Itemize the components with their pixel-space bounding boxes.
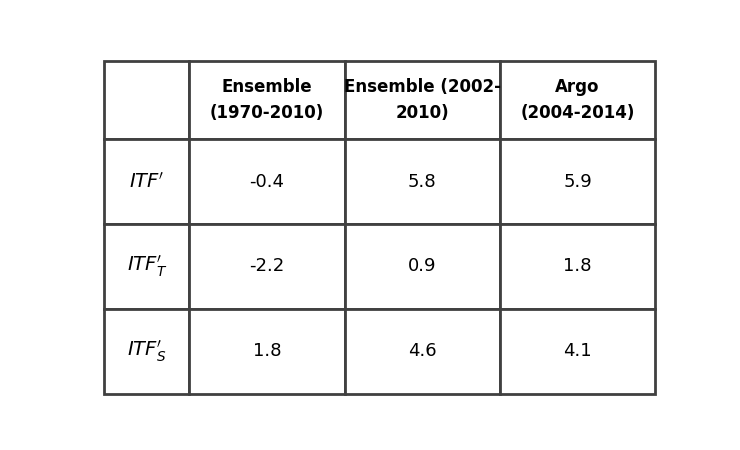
Text: 5.8: 5.8 — [408, 172, 437, 190]
Bar — [189, 224, 345, 309]
Text: $\mathbf{\mathit{ITF}}'$: $\mathbf{\mathit{ITF}}'$ — [130, 171, 164, 192]
Bar — [345, 61, 500, 139]
Text: 4.1: 4.1 — [563, 342, 592, 360]
Text: Ensemble
(1970-2010): Ensemble (1970-2010) — [210, 78, 324, 122]
Bar — [104, 139, 189, 224]
Text: 4.6: 4.6 — [408, 342, 437, 360]
Bar — [104, 224, 189, 309]
Bar — [500, 224, 655, 309]
Text: -2.2: -2.2 — [249, 257, 285, 275]
Text: 1.8: 1.8 — [252, 342, 281, 360]
Text: Argo
(2004-2014): Argo (2004-2014) — [520, 78, 635, 122]
Bar — [500, 309, 655, 394]
Text: 1.8: 1.8 — [563, 257, 592, 275]
Bar — [500, 61, 655, 139]
Bar — [189, 309, 345, 394]
Bar — [345, 309, 500, 394]
Bar — [345, 139, 500, 224]
Bar — [500, 139, 655, 224]
Text: 5.9: 5.9 — [563, 172, 592, 190]
Text: $\mathbf{\mathit{ITF}}_{\mathbf{\mathit{S}}}'$: $\mathbf{\mathit{ITF}}_{\mathbf{\mathit{… — [127, 338, 166, 364]
Text: 0.9: 0.9 — [408, 257, 437, 275]
Bar — [189, 139, 345, 224]
Bar — [104, 309, 189, 394]
Text: Ensemble (2002-
2010): Ensemble (2002- 2010) — [343, 78, 501, 122]
Text: -0.4: -0.4 — [249, 172, 284, 190]
Text: $\mathbf{\mathit{ITF}}_{\mathbf{\mathit{T}}}'$: $\mathbf{\mathit{ITF}}_{\mathbf{\mathit{… — [127, 254, 166, 279]
Bar — [104, 61, 189, 139]
Bar — [345, 224, 500, 309]
Bar — [189, 61, 345, 139]
